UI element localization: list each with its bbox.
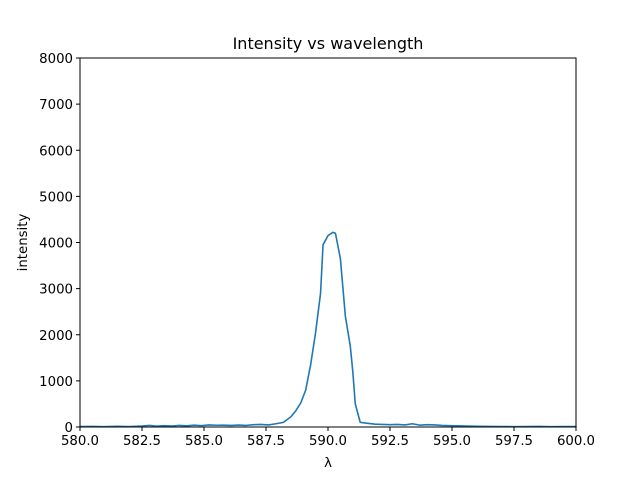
plot-frame	[79, 57, 577, 428]
y-tick-label: 3000	[39, 283, 73, 298]
y-tick-label: 1000	[39, 375, 73, 390]
plot-area	[79, 231, 577, 428]
chart-title: Intensity vs wavelength	[233, 34, 424, 53]
x-tick-label: 600.0	[557, 434, 595, 449]
y-tick-label: 0	[65, 421, 73, 436]
x-tick-label: 580.0	[61, 434, 99, 449]
y-tick-label: 2000	[39, 329, 73, 344]
x-tick-label: 592.5	[371, 434, 409, 449]
y-tick-label: 7000	[39, 98, 73, 113]
y-tick-label: 6000	[39, 144, 73, 159]
axis-ticks: 580.0 582.5 585.0 587.5 590.0 592.5 595.0 597.5…	[39, 52, 595, 449]
y-tick-label: 8000	[39, 52, 73, 67]
y-axis-label: intensity	[16, 214, 31, 272]
y-tick-label: 5000	[39, 190, 73, 205]
x-tick-label: 585.0	[185, 434, 223, 449]
x-tick-label: 597.5	[495, 434, 533, 449]
y-tick-label: 4000	[39, 237, 73, 252]
x-axis-label: λ	[324, 456, 332, 471]
series-line-0	[79, 231, 577, 428]
x-tick-label: 590.0	[309, 434, 347, 449]
x-tick-label: 582.5	[123, 434, 161, 449]
x-tick-label: 595.0	[433, 434, 471, 449]
x-tick-label: 587.5	[247, 434, 285, 449]
